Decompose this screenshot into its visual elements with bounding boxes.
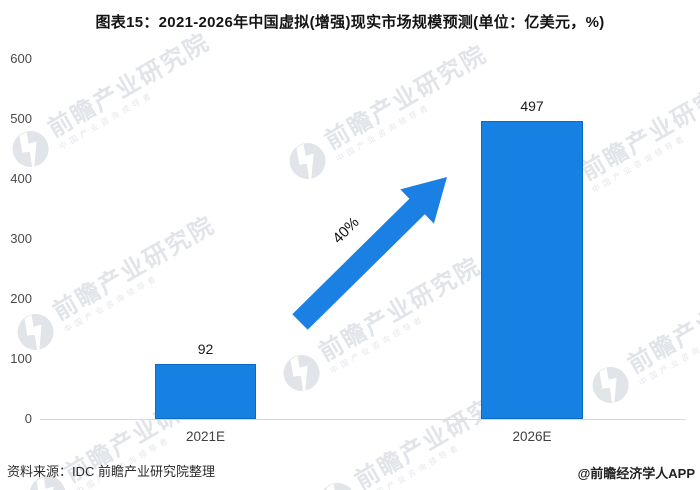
category-label-2026e: 2026E: [512, 429, 552, 444]
bar-2026e: [481, 120, 583, 419]
bar-2021e: [155, 363, 256, 419]
watermark-subtext: 中国产业咨询领导者: [57, 89, 156, 152]
watermark-text: 前瞻产业研究院: [623, 264, 700, 379]
chart-title: 图表15：2021-2026年中国虚拟(增强)现实市场规模预测(单位：亿美元，%…: [95, 14, 605, 31]
watermark-text: 前瞻产业研究院: [43, 28, 215, 143]
qianzhan-globe-icon: [11, 307, 61, 357]
watermark-subtext: 中国产业咨询领导者: [590, 132, 689, 195]
y-tick-label-500: 500: [10, 111, 32, 126]
growth-arrow-icon: [292, 177, 447, 330]
y-tick-label-0: 0: [24, 411, 32, 426]
watermark-subtext: 中国产业咨询领导者: [637, 325, 700, 388]
y-tick-label-100: 100: [10, 351, 32, 366]
y-tick-label-200: 200: [10, 291, 32, 306]
qianzhan-globe-icon: [586, 360, 636, 410]
watermark: 前瞻产业研究院 中国产业咨询领导者: [586, 264, 700, 410]
credit-note: @前瞻经济学人APP: [577, 466, 695, 481]
category-label-2021e: 2021E: [185, 429, 226, 444]
qianzhan-globe-icon: [277, 348, 327, 398]
value-label-2026e: 497: [520, 97, 544, 114]
y-tick-label-400: 400: [10, 171, 32, 186]
qianzhan-globe-icon: [6, 124, 56, 174]
source-note: 资料来源：IDC 前瞻产业研究院整理: [7, 464, 216, 479]
watermark: 前瞻产业研究院 中国产业咨询领导者: [11, 211, 225, 357]
y-tick-label-300: 300: [10, 231, 32, 246]
value-label-2021e: 92: [197, 340, 214, 357]
watermark-text: 前瞻产业研究院: [576, 71, 700, 186]
qianzhan-globe-icon: [313, 476, 363, 490]
watermark-text: 前瞻产业研究院: [320, 40, 492, 155]
y-tick-label-600: 600: [10, 51, 32, 66]
x-axis-line: [40, 419, 686, 420]
watermark: 前瞻产业研究院 中国产业咨询领导者: [6, 28, 220, 174]
watermark-subtext: 中国产业咨询领导者: [62, 272, 161, 335]
watermark-text: 前瞻产业研究院: [48, 211, 220, 326]
watermark-subtext: 中国产业咨询领导者: [334, 101, 433, 164]
